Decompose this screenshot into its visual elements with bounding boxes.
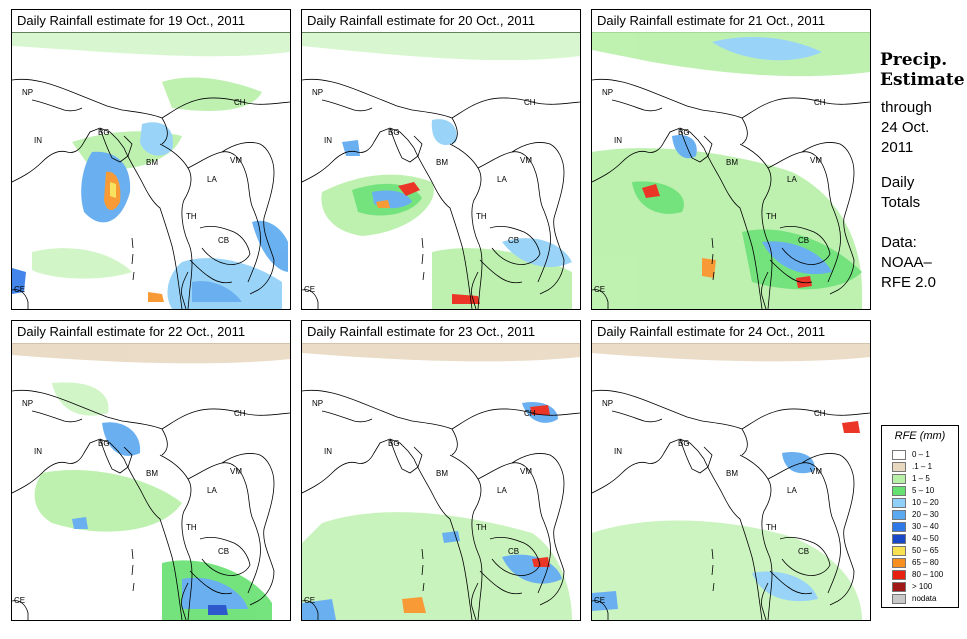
legend-swatch [892,450,906,460]
rainfall-map [12,343,290,620]
rainfall-map [592,32,870,309]
legend-label: 10 – 20 [912,498,939,507]
title-line: Precip. [880,50,948,70]
rainfall-map [302,343,580,620]
daily-line: Totals [881,194,921,211]
legend-swatch [892,486,906,496]
legend-label: .1 – 1 [912,462,933,471]
through-line: 2011 [881,139,914,156]
panel-title: Daily Rainfall estimate for 22 Oct., 201… [12,321,290,344]
legend-swatch [892,594,906,604]
panel-title: Daily Rainfall estimate for 19 Oct., 201… [12,10,290,33]
precip-estimate-title: Precip. Estimate [880,50,965,90]
legend-label: nodata [912,594,937,603]
source-line: RFE 2.0 [881,274,937,291]
legend-swatch [892,462,906,472]
legend-swatch [892,522,906,532]
legend-label: 30 – 40 [912,522,939,531]
legend-label: 50 – 65 [912,546,939,555]
legend-swatch [892,582,906,592]
panel-title: Daily Rainfall estimate for 20 Oct., 201… [302,10,580,33]
daily-line: Daily [881,174,915,191]
source-line: Data: [881,234,917,251]
map-panel-20-oct: Daily Rainfall estimate for 20 Oct., 201… [301,9,581,310]
map-panel-23-oct: Daily Rainfall estimate for 23 Oct., 201… [301,320,581,621]
data-source: Data: NOAA– RFE 2.0 [881,233,936,293]
legend-swatch [892,570,906,580]
map-panel-22-oct: Daily Rainfall estimate for 22 Oct., 201… [11,320,291,621]
map-panel-19-oct: Daily Rainfall estimate for 19 Oct., 201… [11,9,291,310]
panel-title: Daily Rainfall estimate for 21 Oct., 201… [592,10,870,33]
rainfall-map [12,32,290,309]
legend-title: RFE (mm) [894,430,946,442]
legend-swatch [892,498,906,508]
through-line: 24 Oct. [881,119,930,136]
legend-label: 1 – 5 [912,474,930,483]
title-line: Estimate [880,70,965,90]
legend-swatch [892,546,906,556]
legend-swatch [892,474,906,484]
legend-label: > 100 [912,582,933,591]
daily-totals: Daily Totals [881,173,920,213]
legend-label: 20 – 30 [912,510,939,519]
legend-label: 65 – 80 [912,558,939,567]
legend-label: 0 – 1 [912,450,930,459]
legend-label: 80 – 100 [912,570,944,579]
rainfall-map [302,32,580,309]
map-panel-21-oct: Daily Rainfall estimate for 21 Oct., 201… [591,9,871,310]
source-line: NOAA– [881,254,932,271]
map-panel-24-oct: Daily Rainfall estimate for 24 Oct., 201… [591,320,871,621]
legend-swatch [892,510,906,520]
legend-label: 5 – 10 [912,486,935,495]
legend-label: 40 – 50 [912,534,939,543]
rainfall-map [592,343,870,620]
through-date: through 24 Oct. 2011 [881,98,932,158]
panel-title: Daily Rainfall estimate for 23 Oct., 201… [302,321,580,344]
legend-swatch [892,534,906,544]
through-line: through [881,99,932,116]
legend-swatch [892,558,906,568]
rfe-legend: RFE (mm) 0 – 1 .1 – 1 1 – 5 5 – 10 10 – 20 20… [881,425,959,608]
panel-title: Daily Rainfall estimate for 24 Oct., 201… [592,321,870,344]
